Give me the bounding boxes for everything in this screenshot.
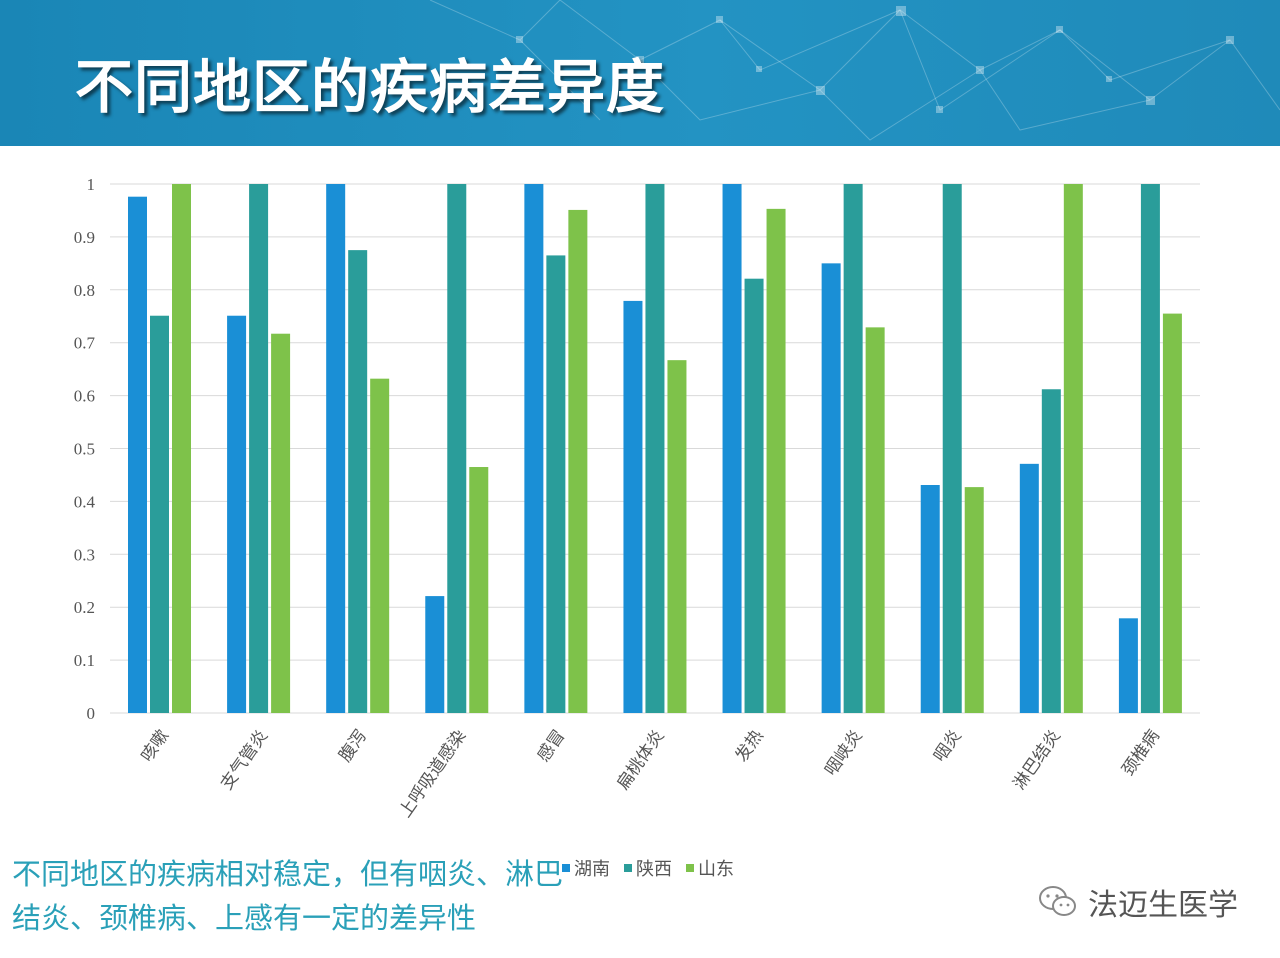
- y-axis-ticks: 0 0.1 0.2 0.3 0.4 0.5 0.6 0.7 0.8 0.9 1: [74, 175, 96, 723]
- caption-line: 结炎、颈椎病、上感有一定的差异性: [12, 901, 477, 935]
- caption-text: 不同地区的疾病相对稳定，但有咽炎、淋巴 结炎、颈椎病、上感有一定的差异性: [12, 852, 572, 940]
- chart-legend: 湖南 陕西 山东: [562, 855, 734, 881]
- chart-bars: [128, 184, 1182, 714]
- wechat-icon: [1039, 886, 1076, 916]
- legend-swatch-shaanxi: [624, 864, 632, 872]
- bar-shandong: [865, 327, 885, 713]
- caption-line: 不同地区的疾病相对稳定，但有咽炎、淋巴: [12, 857, 564, 891]
- legend-label: 湖南: [574, 859, 610, 880]
- bar-hunan: [1019, 463, 1039, 713]
- page-title: 不同地区的疾病差异度: [75, 53, 666, 121]
- bar-shandong: [1063, 184, 1083, 713]
- x-tick-label: 咳嗽: [137, 726, 173, 765]
- bar-hunan: [326, 184, 346, 713]
- bar-hunan: [227, 315, 247, 713]
- bar-hunan: [821, 263, 841, 713]
- x-tick-label: 支气管炎: [217, 726, 272, 793]
- y-tick-label: 0.5: [74, 440, 95, 459]
- bar-shaanxi: [843, 184, 863, 713]
- x-tick-label: 扁桃体炎: [613, 726, 668, 793]
- bar-hunan: [1118, 618, 1138, 713]
- y-tick-label: 0.4: [74, 492, 96, 511]
- bar-shandong: [1162, 313, 1182, 713]
- y-tick-label: 0.7: [74, 334, 96, 353]
- x-tick-label: 感冒: [534, 726, 570, 765]
- legend-item-hunan: 湖南: [562, 855, 610, 881]
- bar-shaanxi: [744, 278, 764, 713]
- y-tick-label: 0.3: [74, 545, 95, 564]
- y-tick-label: 0.6: [74, 387, 95, 406]
- bar-shandong: [469, 467, 489, 713]
- x-tick-label: 咽炎: [930, 726, 966, 765]
- legend-label: 陕西: [636, 859, 672, 880]
- brand-name: 法迈生医学: [1088, 888, 1238, 923]
- bar-shandong: [370, 378, 390, 713]
- bar-shandong: [766, 208, 786, 713]
- bar-shaanxi: [546, 255, 566, 713]
- bar-shaanxi: [150, 315, 169, 713]
- y-tick-label: 0: [87, 704, 96, 723]
- legend-swatch-hunan: [562, 864, 570, 872]
- bar-hunan: [623, 300, 643, 713]
- bar-shandong: [172, 184, 191, 713]
- x-tick-label: 颈椎病: [1118, 726, 1164, 779]
- y-tick-label: 1: [87, 175, 96, 194]
- legend-item-shandong: 山东: [686, 855, 734, 881]
- y-tick-label: 0.8: [74, 281, 95, 300]
- x-tick-label: 发热: [732, 726, 768, 765]
- bar-hunan: [722, 184, 742, 713]
- bar-hunan: [128, 196, 147, 714]
- bar-shandong: [568, 209, 588, 713]
- legend-label: 山东: [698, 859, 734, 880]
- bar-shaanxi: [1041, 389, 1061, 713]
- y-tick-label: 0.1: [74, 651, 95, 670]
- y-tick-label: 0.9: [74, 228, 95, 247]
- legend-swatch-shandong: [686, 864, 694, 872]
- brand-footer: 法迈生医学: [1038, 880, 1238, 924]
- x-tick-label: 咽峡炎: [821, 726, 867, 779]
- legend-item-shaanxi: 陕西: [624, 855, 672, 881]
- bar-chart: 0 0.1 0.2 0.3 0.4 0.5 0.6 0.7 0.8 0.9 1 咳嗽 支气管炎 腹泻 上呼…: [74, 175, 1200, 821]
- bar-shandong: [271, 333, 291, 713]
- network-pattern-icon: [429, 0, 1280, 141]
- bar-shaanxi: [348, 250, 368, 713]
- y-tick-label: 0.2: [74, 598, 95, 617]
- bar-hunan: [524, 184, 544, 713]
- bar-shaanxi: [447, 184, 467, 713]
- bar-hunan: [425, 596, 445, 713]
- bar-shaanxi: [942, 184, 962, 713]
- bar-shaanxi: [1140, 184, 1160, 713]
- header-banner: 不同地区的疾病差异度: [0, 0, 1280, 146]
- x-axis-labels: 咳嗽 支气管炎 腹泻 上呼吸道感染 感冒 扁桃体炎 发热 咽峡炎 咽炎 淋巴结炎 颈椎病: [137, 726, 1164, 821]
- x-tick-label: 腹泻: [335, 726, 371, 765]
- x-tick-label: 淋巴结炎: [1010, 726, 1065, 793]
- bar-shandong: [964, 487, 984, 713]
- bar-shaanxi: [249, 184, 269, 713]
- bar-shandong: [667, 360, 687, 713]
- x-tick-label: 上呼吸道感染: [395, 726, 470, 821]
- bar-hunan: [920, 485, 940, 713]
- bar-shaanxi: [645, 184, 665, 713]
